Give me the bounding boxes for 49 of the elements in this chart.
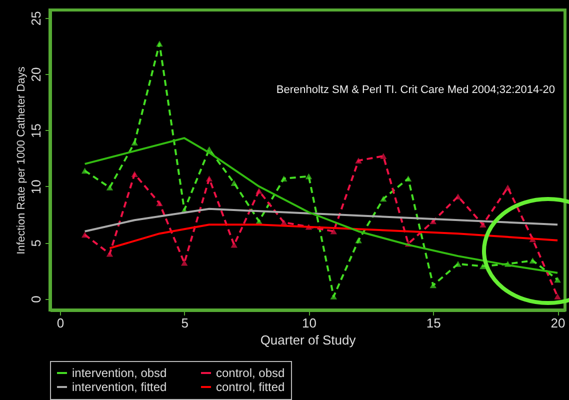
point <box>256 188 262 194</box>
point <box>280 176 288 182</box>
x-tick-label: 15 <box>426 316 441 330</box>
point <box>81 232 88 238</box>
point <box>180 260 188 266</box>
point <box>480 263 486 270</box>
point <box>430 282 436 288</box>
point <box>131 140 138 146</box>
point <box>305 173 312 180</box>
point <box>206 176 213 182</box>
y-axis-title: Infection Rate per 1000 Catheter Days <box>16 66 28 254</box>
point <box>454 261 462 267</box>
point <box>230 180 238 186</box>
legend-label: intervention, obsd <box>72 366 167 380</box>
y-tick-label: 25 <box>28 11 44 26</box>
point <box>106 184 114 190</box>
point <box>131 171 138 177</box>
point <box>554 276 561 283</box>
x-tick-label: 20 <box>550 316 566 330</box>
x-tick-label: 0 <box>56 316 64 330</box>
y-tick-label: 10 <box>28 180 44 194</box>
point <box>330 228 337 234</box>
point <box>504 184 512 190</box>
x-tick-label: 10 <box>302 316 316 330</box>
point <box>156 40 163 47</box>
point <box>380 196 387 202</box>
point <box>380 153 387 159</box>
y-tick-label: 0 <box>28 296 44 303</box>
point <box>355 158 362 164</box>
annotation: Berenholtz SM & Perl TI. Crit Care Med 2004;32:2014-20 <box>276 84 555 96</box>
point <box>330 294 337 300</box>
line-series <box>84 137 559 274</box>
point <box>454 194 462 200</box>
x-axis-title: Quarter of Study <box>260 332 356 348</box>
point <box>355 237 362 244</box>
point <box>230 242 238 248</box>
point <box>106 250 114 257</box>
point <box>554 294 561 300</box>
point <box>156 200 163 206</box>
legend-label: control, obsd <box>216 366 285 380</box>
y-tick-label: 20 <box>28 67 44 82</box>
point <box>404 176 412 182</box>
point <box>81 168 88 174</box>
x-tick-label: 5 <box>181 316 188 330</box>
y-tick-label: 15 <box>28 123 44 138</box>
y-tick-label: 5 <box>28 239 44 247</box>
legend-label: control, fitted <box>216 380 285 394</box>
legend-label: intervention, fitted <box>72 380 167 394</box>
point <box>480 222 486 228</box>
